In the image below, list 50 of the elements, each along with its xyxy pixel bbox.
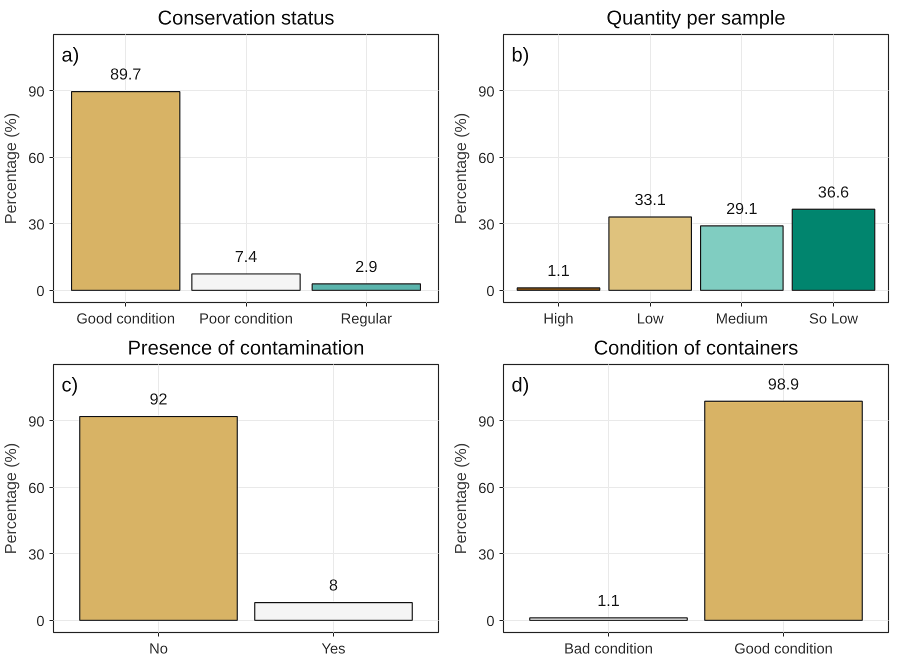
- annotation: c): [62, 374, 78, 397]
- chart-title: Conservation status: [158, 8, 334, 30]
- x-tick-label: Low: [636, 312, 664, 328]
- annotation: a): [62, 44, 80, 67]
- y-axis-title: Percentage (%): [3, 112, 20, 224]
- x-tick-label: Good condition: [734, 642, 833, 658]
- y-tick-label: 90: [28, 414, 45, 430]
- x-tick-label: So Low: [809, 312, 858, 328]
- y-tick-label: 60: [28, 150, 45, 167]
- chart-title: Presence of contamination: [128, 338, 364, 360]
- chart-title: Quantity per sample: [606, 8, 786, 30]
- y-axis-title: Percentage (%): [3, 442, 20, 554]
- x-tick-label: Good condition: [76, 312, 175, 328]
- y-tick-label: 60: [478, 480, 495, 497]
- y-tick-label: 30: [478, 217, 495, 234]
- data-label: 92: [150, 392, 168, 409]
- data-label: 2.9: [355, 258, 378, 276]
- data-label: 7.4: [234, 248, 258, 266]
- y-tick-label: 0: [486, 614, 495, 630]
- data-label: 8: [329, 578, 338, 595]
- y-tick-label: 0: [486, 284, 495, 300]
- x-tick-label: Poor condition: [199, 312, 293, 328]
- data-label: 89.7: [110, 66, 142, 84]
- data-label: 1.1: [547, 262, 570, 280]
- data-label: 33.1: [634, 192, 666, 210]
- x-tick-label: Bad condition: [564, 642, 653, 658]
- x-tick-label: High: [543, 312, 574, 328]
- y-tick-label: 90: [28, 84, 45, 100]
- x-tick-label: Medium: [716, 312, 768, 328]
- data-label: 36.6: [818, 184, 850, 202]
- y-axis-title: Percentage (%): [453, 442, 470, 554]
- annotation: b): [512, 44, 530, 67]
- y-tick-label: 60: [28, 480, 45, 497]
- y-tick-label: 30: [28, 217, 45, 234]
- data-label: 98.9: [768, 376, 800, 394]
- y-tick-label: 0: [36, 614, 45, 630]
- y-tick-label: 90: [478, 84, 495, 100]
- y-tick-label: 0: [36, 284, 45, 300]
- annotation: d): [512, 374, 530, 397]
- data-label: 1.1: [597, 592, 620, 610]
- y-tick-label: 60: [478, 150, 495, 167]
- x-tick-label: No: [149, 642, 168, 658]
- y-tick-label: 30: [478, 547, 495, 564]
- x-tick-label: Regular: [340, 312, 392, 328]
- y-tick-label: 90: [478, 414, 495, 430]
- y-axis-title: Percentage (%): [453, 112, 470, 224]
- y-tick-label: 30: [28, 547, 45, 564]
- data-label: 29.1: [726, 200, 758, 218]
- chart-title: Condition of containers: [594, 338, 798, 360]
- x-tick-label: Yes: [322, 642, 346, 658]
